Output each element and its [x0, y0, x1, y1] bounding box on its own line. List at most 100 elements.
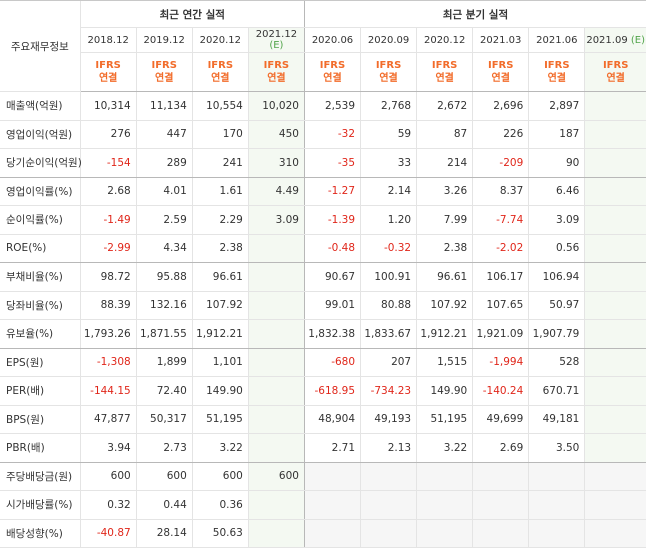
quarter-value-cell: 99.01	[303, 291, 361, 320]
quarter-value-cell	[584, 433, 646, 463]
ifrs-consolidated-label: IFRS 연결	[79, 52, 137, 92]
annual-value-cell	[247, 234, 305, 263]
annual-value-cell: 72.40	[135, 376, 193, 406]
quarter-value-cell	[303, 519, 361, 548]
table-row: 유보율(%) 1,793.26 1,871.55 1,912.21 1,832.38 1,…	[0, 319, 646, 349]
annual-value-cell: 0.44	[135, 490, 193, 520]
quarter-value-cell: 59	[360, 120, 417, 149]
quarter-value-cell: -35	[303, 148, 361, 178]
quarter-value-cell: -680	[303, 348, 361, 377]
ifrs-consolidated-label: IFRS 연결	[303, 52, 361, 92]
row-label: 영업이익(억원)	[0, 120, 81, 149]
annual-value-cell: 10,020	[247, 91, 305, 121]
row-label: BPS(원)	[0, 405, 81, 434]
quarter-value-cell: 51,195	[416, 405, 473, 434]
annual-results-title: 최근 연간 실적	[79, 0, 305, 28]
annual-value-cell: 1,912.21	[191, 319, 249, 349]
quarter-value-cell	[360, 462, 417, 491]
quarter-value-cell	[472, 462, 529, 491]
annual-value-cell	[247, 291, 305, 320]
quarter-value-cell: -734.23	[360, 376, 417, 406]
annual-value-cell	[247, 319, 305, 349]
period-header-annual: 2018.12	[79, 27, 137, 53]
quarter-value-cell	[416, 519, 473, 548]
period-header-quarter: 2021.06	[528, 27, 585, 53]
quarter-value-cell	[528, 519, 585, 548]
quarter-value-cell	[303, 490, 361, 520]
quarter-value-cell: -0.32	[360, 234, 417, 263]
annual-value-cell: 95.88	[135, 262, 193, 292]
quarter-value-cell: 2.69	[472, 433, 529, 463]
row-label: PER(배)	[0, 376, 81, 406]
quarter-value-cell: 2,696	[472, 91, 529, 121]
annual-value-cell: 1,871.55	[135, 319, 193, 349]
table-row: BPS(원) 47,877 50,317 51,195 48,904 49,193 51,1…	[0, 405, 646, 434]
annual-value-cell: 447	[135, 120, 193, 149]
quarter-value-cell: 7.99	[416, 205, 473, 235]
table-row: 매출액(억원) 10,314 11,134 10,554 10,020 2,539 2,76…	[0, 91, 646, 121]
quarter-value-cell: -32	[303, 120, 361, 149]
quarter-value-cell	[584, 120, 646, 149]
row-label: 매출액(억원)	[0, 91, 81, 121]
quarter-value-cell: 3.50	[528, 433, 585, 463]
table-row: 배당성향(%) -40.87 28.14 50.63	[0, 519, 646, 548]
period-header-annual: 2021.12 (E)	[247, 27, 305, 53]
annual-value-cell: 0.32	[79, 490, 137, 520]
annual-value-cell: 2.68	[79, 177, 137, 206]
quarter-value-cell	[472, 490, 529, 520]
quarter-value-cell	[584, 462, 646, 491]
annual-value-cell: -1,308	[79, 348, 137, 377]
row-label: 부채비율(%)	[0, 262, 81, 292]
row-label: 영업이익률(%)	[0, 177, 81, 206]
annual-value-cell: 1,899	[135, 348, 193, 377]
row-label: 유보율(%)	[0, 319, 81, 349]
annual-value-cell: 600	[191, 462, 249, 491]
annual-value-cell	[247, 519, 305, 548]
annual-value-cell	[247, 262, 305, 292]
annual-value-cell: 600	[135, 462, 193, 491]
quarter-value-cell: -0.48	[303, 234, 361, 263]
quarter-value-cell	[584, 348, 646, 377]
annual-value-cell: 10,314	[79, 91, 137, 121]
quarter-value-cell	[584, 177, 646, 206]
quarter-value-cell: 87	[416, 120, 473, 149]
ifrs-consolidated-label: IFRS 연결	[191, 52, 249, 92]
quarter-value-cell: 107.92	[416, 291, 473, 320]
quarter-value-cell: 0.56	[528, 234, 585, 263]
quarter-value-cell: 1,515	[416, 348, 473, 377]
quarter-value-cell: 106.17	[472, 262, 529, 292]
row-label: ROE(%)	[0, 234, 81, 263]
quarter-results-title: 최근 분기 실적	[303, 0, 646, 28]
table-row: 영업이익(억원) 276 447 170 450 -32 59 87 226 187	[0, 120, 646, 149]
annual-value-cell: 50.63	[191, 519, 249, 548]
quarter-value-cell: 50.97	[528, 291, 585, 320]
annual-value-cell: -144.15	[79, 376, 137, 406]
quarter-value-cell: -618.95	[303, 376, 361, 406]
quarter-value-cell: 90.67	[303, 262, 361, 292]
annual-value-cell: 276	[79, 120, 137, 149]
row-label: PBR(배)	[0, 433, 81, 463]
quarter-value-cell	[584, 262, 646, 292]
table-row: EPS(원) -1,308 1,899 1,101 -680 207 1,515 -1,994…	[0, 348, 646, 377]
quarter-value-cell: 149.90	[416, 376, 473, 406]
table-row: 주당배당금(원) 600 600 600 600	[0, 462, 646, 491]
ifrs-consolidated-label: IFRS 연결	[135, 52, 193, 92]
quarter-value-cell: 1,912.21	[416, 319, 473, 349]
annual-value-cell: 3.22	[191, 433, 249, 463]
quarter-value-cell	[584, 91, 646, 121]
annual-value-cell: 4.34	[135, 234, 193, 263]
quarter-value-cell: 3.09	[528, 205, 585, 235]
annual-value-cell: 88.39	[79, 291, 137, 320]
quarter-value-cell: 226	[472, 120, 529, 149]
annual-value-cell: -1.49	[79, 205, 137, 235]
period-header-quarter: 2021.09 (E)	[584, 27, 646, 53]
table-row: ROE(%) -2.99 4.34 2.38 -0.48 -0.32 2.38 -2.02 0.…	[0, 234, 646, 263]
quarter-value-cell: 2,768	[360, 91, 417, 121]
period-header-quarter: 2021.03	[472, 27, 529, 53]
period-header-quarter: 2020.09	[360, 27, 417, 53]
annual-value-cell: 2.38	[191, 234, 249, 263]
quarter-value-cell	[584, 205, 646, 235]
quarter-value-cell: 49,699	[472, 405, 529, 434]
table-row: 순이익률(%) -1.49 2.59 2.29 3.09 -1.39 1.20 7.99 -7.…	[0, 205, 646, 235]
annual-value-cell: 310	[247, 148, 305, 178]
